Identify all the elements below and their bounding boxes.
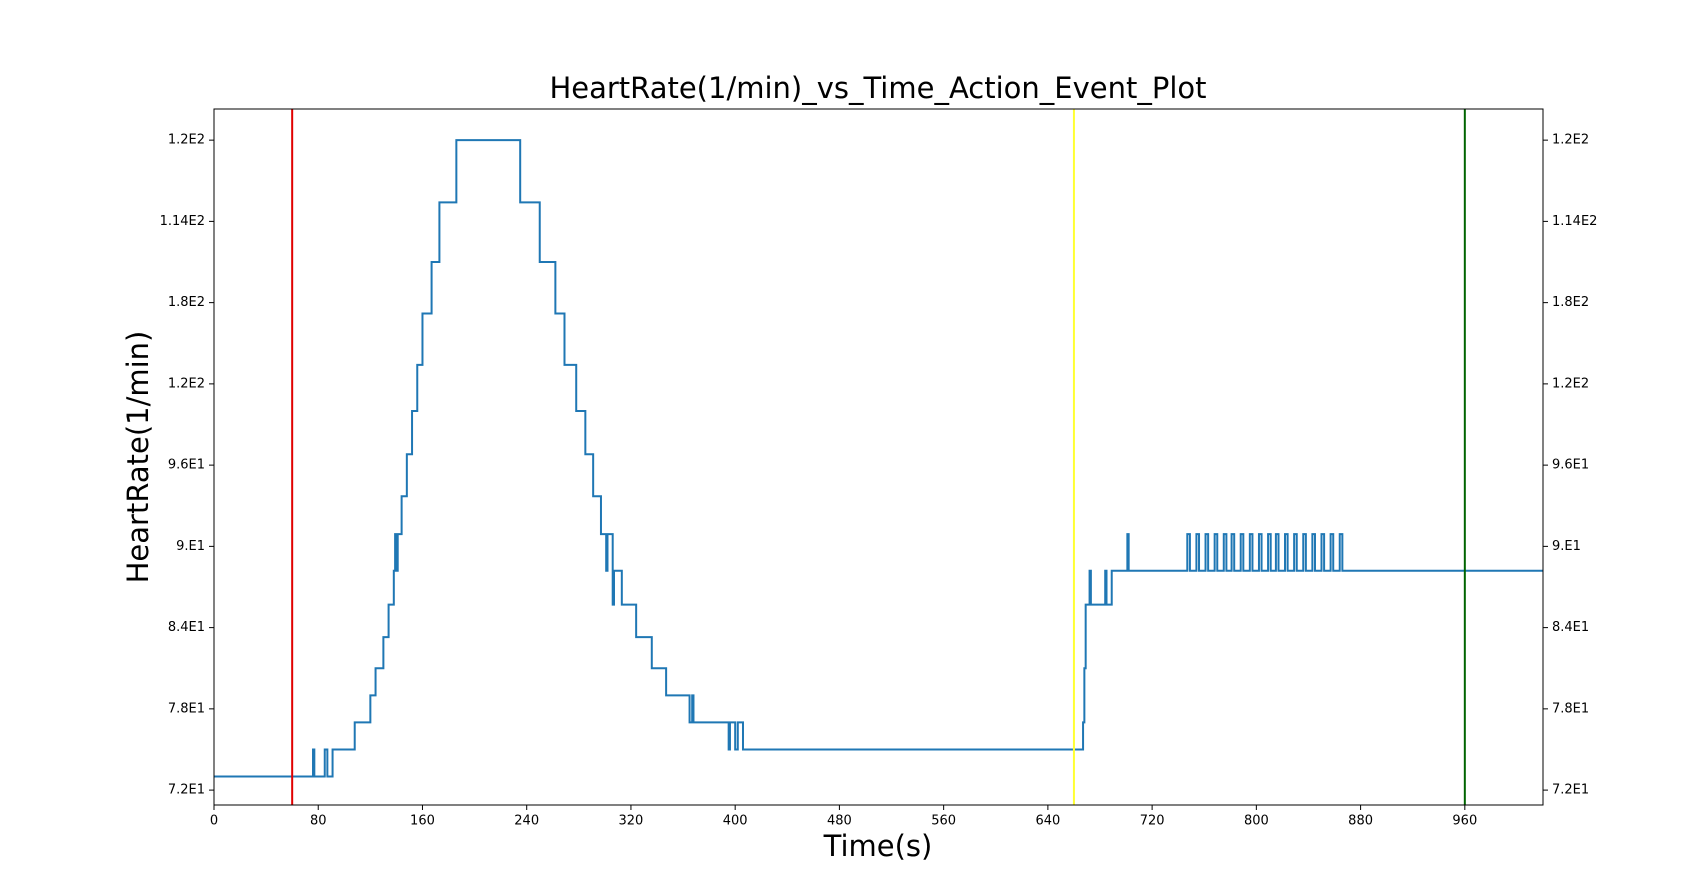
x-tick-label: 640 [1035, 814, 1060, 829]
y-tick-label-right: 9.E1 [1552, 539, 1581, 554]
x-tick-label: 320 [619, 814, 644, 829]
y-tick-label-right: 1.8E2 [1552, 295, 1589, 310]
y-tick-label-right: 8.4E1 [1552, 620, 1589, 635]
x-tick-label: 80 [310, 814, 327, 829]
x-tick-label: 0 [210, 814, 218, 829]
data-line [214, 139, 1543, 778]
plot-frame [213, 108, 1544, 806]
y-tick-label-right: 1.2E2 [1552, 376, 1589, 391]
y-axis-label: HeartRate(1/min) [121, 331, 155, 584]
x-tick-label: 480 [827, 814, 852, 829]
y-tick-label: 1.14E2 [160, 214, 205, 229]
y-tick-label: 1.2E2 [168, 133, 205, 148]
y-tick-label-right: 7.2E1 [1552, 783, 1589, 798]
x-tick-label: 560 [931, 814, 956, 829]
chart-title: HeartRate(1/min)_vs_Time_Action_Event_Pl… [549, 71, 1206, 105]
x-tick-label: 720 [1140, 814, 1165, 829]
y-tick-label: 7.2E1 [168, 783, 205, 798]
y-tick-label-right: 1.2E2 [1552, 133, 1589, 148]
y-tick-label: 9.E1 [176, 539, 205, 554]
y-tick-label-right: 7.8E1 [1552, 701, 1589, 716]
x-tick-label: 960 [1452, 814, 1477, 829]
x-axis-label: Time(s) [823, 829, 933, 863]
y-tick-label: 7.8E1 [168, 701, 205, 716]
x-tick-label: 800 [1244, 814, 1269, 829]
x-tick-label: 400 [723, 814, 748, 829]
y-tick-label: 1.8E2 [168, 295, 205, 310]
y-tick-label-right: 1.14E2 [1552, 214, 1597, 229]
y-tick-label: 8.4E1 [168, 620, 205, 635]
x-tick-label: 880 [1348, 814, 1373, 829]
x-tick-label: 160 [410, 814, 435, 829]
y-tick-label-right: 9.6E1 [1552, 458, 1589, 473]
y-tick-label: 1.2E2 [168, 376, 205, 391]
x-tick-label: 240 [514, 814, 539, 829]
y-tick-label: 9.6E1 [168, 458, 205, 473]
